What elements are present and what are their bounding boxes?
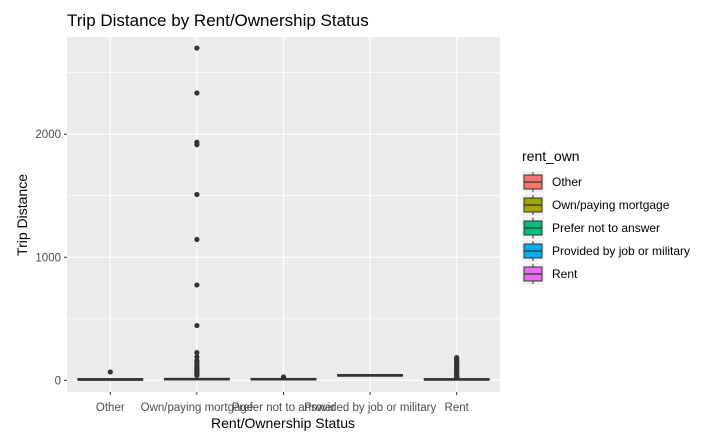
legend-item: Other xyxy=(522,171,582,193)
legend-item: Rent xyxy=(522,263,578,285)
plot-panel xyxy=(67,37,500,392)
x-tick-label: Provided by job or military xyxy=(304,402,437,414)
outlier-point xyxy=(194,372,200,378)
outlier-point xyxy=(194,142,200,148)
outlier-point xyxy=(194,282,200,288)
chart-title: Trip Distance by Rent/Ownership Status xyxy=(67,11,369,30)
box-prefer-not-to-answer xyxy=(250,374,317,381)
outlier-point xyxy=(280,374,287,380)
x-axis-title: Rent/Ownership Status xyxy=(211,415,355,431)
outlier-point xyxy=(194,322,200,329)
box-provided-by-job-or-military xyxy=(337,374,404,377)
legend-label: Provided by job or military xyxy=(552,244,690,258)
y-tick-label: 2000 xyxy=(35,129,61,141)
legend-item: Prefer not to answer xyxy=(522,217,660,239)
legend: rent_own Other Own/paying mortgage Prefer … xyxy=(522,148,690,285)
box-own-paying-mortgage xyxy=(163,45,230,381)
y-tick-label: 0 xyxy=(55,375,61,387)
outlier-point xyxy=(107,369,113,375)
legend-label: Rent xyxy=(552,267,578,281)
legend-label: Prefer not to answer xyxy=(552,221,660,235)
legend-item: Provided by job or military xyxy=(522,240,690,262)
x-tick-label: Other xyxy=(96,402,125,414)
outlier-point xyxy=(454,374,460,380)
legend-title: rent_own xyxy=(522,148,580,164)
y-axis-title: Trip Distance xyxy=(14,174,30,256)
x-tick-label: Rent xyxy=(445,402,470,414)
box-other xyxy=(77,369,144,381)
outlier-point xyxy=(194,191,200,198)
y-tick-label: 1000 xyxy=(35,252,61,264)
outlier-point xyxy=(194,236,200,243)
legend-label: Other xyxy=(552,175,582,189)
legend-label: Own/paying mortgage xyxy=(552,198,670,212)
box-rent xyxy=(423,354,490,381)
outlier-point xyxy=(194,350,200,356)
outlier-point xyxy=(194,354,200,360)
outlier-point xyxy=(194,45,200,51)
legend-item: Own/paying mortgage xyxy=(522,194,670,216)
x-tick-label: Prefer not to answer xyxy=(232,402,336,414)
x-tick-label: Own/paying mortgage xyxy=(141,402,254,414)
outlier-point xyxy=(194,90,200,96)
